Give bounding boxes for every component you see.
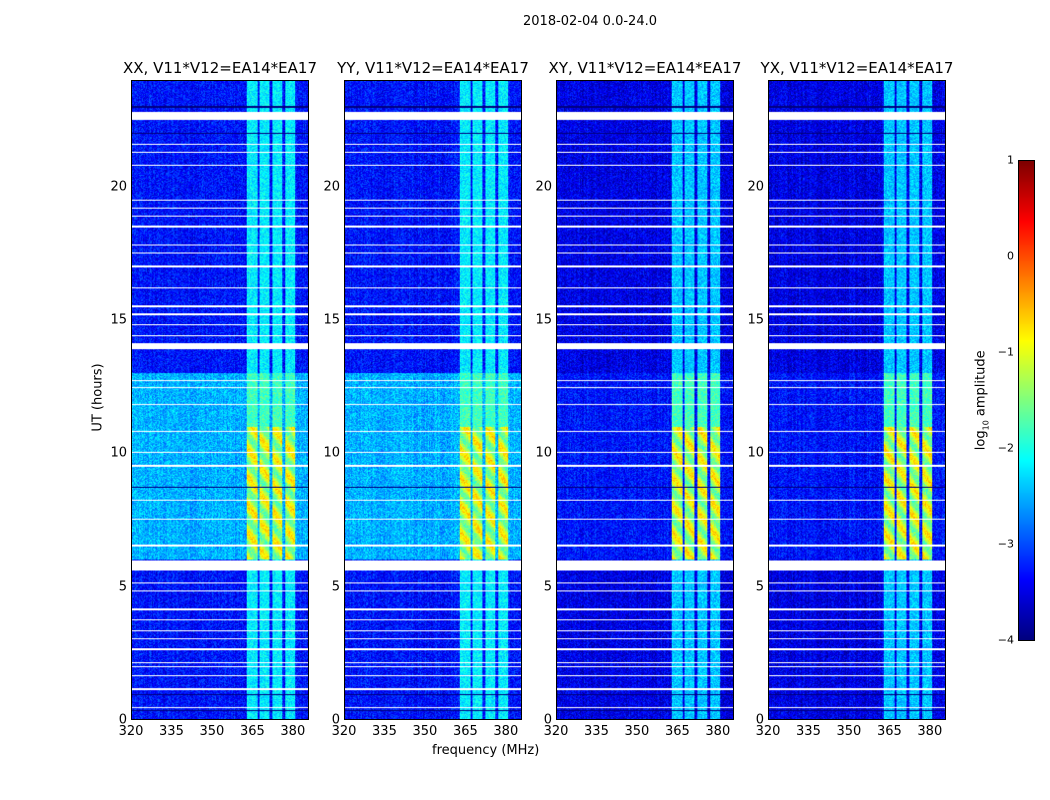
x-tick-label: 320: [543, 724, 569, 739]
colorbar-label-rest: amplitude: [973, 350, 989, 421]
x-tick-label: 320: [755, 724, 781, 739]
heatmap-panel-xy: [556, 80, 734, 720]
heatmap-panel-xx: [131, 80, 309, 720]
x-tick-label: 335: [796, 724, 821, 739]
x-tick-label: 380: [280, 724, 306, 739]
y-tick-label: 0: [331, 712, 340, 728]
y-tick-label: 0: [543, 712, 552, 728]
y-tick-label: 20: [110, 179, 127, 195]
y-tick-label: 10: [323, 445, 340, 461]
colorbar-label-log: log: [973, 430, 989, 451]
x-tick-label: 380: [493, 724, 519, 739]
x-tick-label: 320: [331, 724, 357, 739]
y-tick-label: 10: [110, 445, 127, 461]
y-tick-label: 15: [747, 312, 764, 328]
y-tick-label: 5: [755, 579, 764, 595]
colorbar-label-sub: 10: [981, 420, 991, 431]
x-tick-label: 365: [239, 724, 265, 739]
x-tick-label: 335: [584, 724, 609, 739]
x-tick-label: 380: [917, 724, 943, 739]
panel-title: YX, V11*V12=EA14*EA17: [760, 59, 954, 77]
x-axis-label: frequency (MHz): [432, 743, 540, 758]
x-tick-label: 350: [412, 724, 438, 739]
colorbar: [1018, 160, 1035, 641]
colorbar-tick-label: 0: [1007, 249, 1014, 263]
y-tick-label: 15: [323, 312, 340, 328]
panel-title: XY, V11*V12=EA14*EA17: [548, 59, 742, 77]
y-tick-label: 10: [535, 445, 552, 461]
x-tick-label: 350: [836, 724, 862, 739]
colorbar-tick-label: 1: [1007, 153, 1014, 167]
heatmap-panel-yx: [768, 80, 946, 720]
panel-title: YY, V11*V12=EA14*EA17: [337, 59, 529, 77]
x-tick-label: 380: [705, 724, 731, 739]
colorbar-tick-label: −4: [997, 633, 1014, 647]
y-tick-label: 0: [118, 712, 127, 728]
x-tick-label: 320: [118, 724, 144, 739]
y-tick-label: 20: [747, 179, 764, 195]
x-tick-label: 335: [372, 724, 397, 739]
y-tick-label: 20: [323, 179, 340, 195]
x-tick-label: 335: [159, 724, 184, 739]
x-tick-label: 350: [624, 724, 650, 739]
x-tick-label: 365: [452, 724, 478, 739]
y-tick-label: 15: [535, 312, 552, 328]
y-tick-label: 5: [543, 579, 552, 595]
panel-title: XX, V11*V12=EA14*EA17: [122, 59, 317, 77]
x-tick-label: 365: [876, 724, 902, 739]
y-tick-label: 5: [331, 579, 340, 595]
x-tick-label: 365: [664, 724, 690, 739]
colorbar-tick-label: −3: [997, 537, 1014, 551]
heatmap-panel-yy: [344, 80, 522, 720]
colorbar-tick-label: −2: [997, 441, 1014, 455]
x-tick-label: 350: [199, 724, 225, 739]
y-tick-label: 15: [110, 312, 127, 328]
y-tick-label: 5: [118, 579, 127, 595]
y-tick-label: 20: [535, 179, 552, 195]
colorbar-label: log10 amplitude: [974, 340, 991, 460]
colorbar-tick-label: −1: [997, 345, 1014, 359]
y-tick-label: 10: [747, 445, 764, 461]
y-axis-label: UT (hours): [90, 363, 106, 432]
figure-title: 2018-02-04 0.0-24.0: [523, 14, 657, 29]
y-tick-label: 0: [755, 712, 764, 728]
